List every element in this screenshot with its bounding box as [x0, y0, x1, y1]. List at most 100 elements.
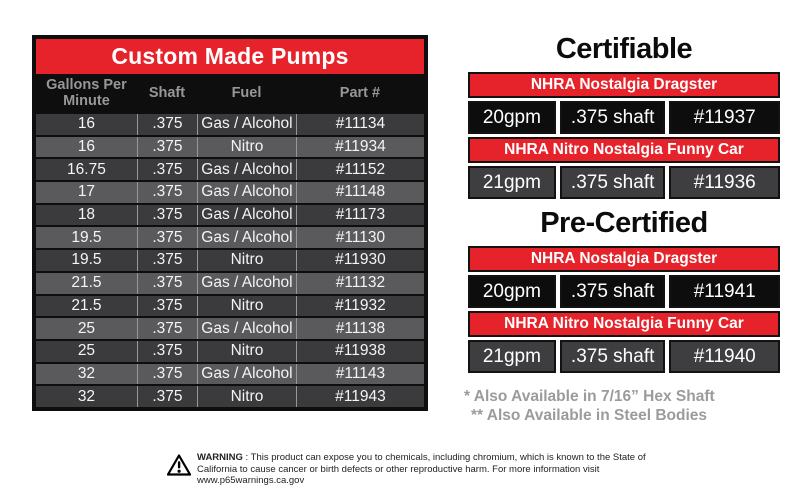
spec-cell-gpm: 20gpm — [468, 275, 556, 308]
spec-cell-part: #11936 — [669, 166, 780, 199]
table-row: 19.5 .375 Gas / Alcohol #11130 — [36, 227, 424, 249]
certification-panel: Certifiable NHRA Nostalgia Dragster 20gpm.… — [452, 33, 796, 425]
category-bar: NHRA Nostalgia Dragster — [468, 246, 780, 272]
table-row: 32 .375 Gas / Alcohol #11143 — [36, 363, 424, 385]
spec-cell-part: #11937 — [669, 101, 780, 134]
spec-cell-shaft: .375 shaft — [559, 275, 666, 308]
prop65-warning: WARNING : This product can expose you to… — [167, 452, 651, 487]
spec-cell-gpm: 21gpm — [468, 340, 556, 373]
table-row: 18 .375 Gas / Alcohol #11173 — [36, 204, 424, 226]
cert-block: NHRA Nostalgia Dragster 20gpm .375 shaft #1… — [468, 246, 780, 373]
table-cell: #11934 — [295, 136, 424, 158]
table-row: 21.5 .375 Nitro #11932 — [36, 295, 424, 317]
table-cell: .375 — [136, 159, 197, 181]
spec-row: 20gpm .375 shaft #11937 — [468, 101, 780, 134]
table-cell: 32 — [77, 364, 96, 382]
cert-block: NHRA Nostalgia Dragster 20gpm .375 shaft #1… — [468, 72, 780, 199]
table-cell: .375 — [136, 114, 197, 135]
table-cell: Gas / Alcohol — [197, 318, 296, 339]
table-row: 17 .375 Gas / Alcohol #11148 — [36, 182, 424, 203]
table-cell: 16 — [77, 138, 96, 156]
warning-triangle-icon — [167, 454, 191, 476]
table-cell: .375 — [136, 295, 197, 317]
footnote: ** Also Available in Steel Bodies — [471, 407, 708, 424]
custom-pumps-table: Custom Made Pumps Gallons Per Minute Shaf… — [32, 35, 428, 411]
category-bar: NHRA Nitro Nostalgia Funny Car — [468, 311, 780, 337]
table-cell: #11143 — [295, 363, 424, 385]
table-cell: Gas / Alcohol — [197, 227, 296, 249]
table-cell: #11932 — [295, 295, 424, 317]
table-cell: #11152 — [295, 159, 424, 181]
pump-table-header-row: Gallons Per Minute Shaft Fuel Part # — [36, 74, 424, 112]
table-cell: Gas / Alcohol — [197, 114, 296, 135]
table-row: 16 .375 Gas / Alcohol #11134 — [36, 114, 424, 135]
spec-cell-gpm: 20gpm — [468, 101, 556, 134]
section-title: Pre-Certified — [540, 207, 708, 239]
spec-cell-shaft: .375 shaft — [559, 101, 666, 134]
spec-cell-gpm: 21gpm — [468, 166, 556, 199]
table-cell: Gas / Alcohol — [197, 182, 296, 203]
table-cell: #11134 — [295, 114, 424, 135]
table-cell: 32 — [77, 387, 96, 405]
table-cell: 25 — [77, 319, 96, 337]
column-header: Shaft — [148, 85, 186, 101]
table-cell: #11938 — [295, 340, 424, 362]
table-cell: #11173 — [295, 204, 424, 226]
pump-table-title: Custom Made Pumps — [36, 39, 424, 74]
table-cell: Gas / Alcohol — [197, 204, 296, 226]
table-row: 16.75 .375 Gas / Alcohol #11152 — [36, 159, 424, 181]
column-header: Part # — [339, 85, 381, 101]
table-cell: Gas / Alcohol — [197, 159, 296, 181]
table-cell: #11148 — [295, 182, 424, 203]
table-cell: Gas / Alcohol — [197, 363, 296, 385]
table-cell: .375 — [136, 272, 197, 294]
table-cell: .375 — [136, 340, 197, 362]
table-row: 21.5 .375 Gas / Alcohol #11132 — [36, 272, 424, 294]
table-cell: 16 — [77, 115, 96, 133]
table-cell: 25 — [77, 342, 96, 360]
category-bar: NHRA Nitro Nostalgia Funny Car — [468, 137, 780, 163]
table-cell: .375 — [136, 363, 197, 385]
table-cell: 16.75 — [67, 160, 106, 178]
spec-row: 21gpm .375 shaft #11940 — [468, 340, 780, 373]
table-cell: #11138 — [295, 318, 424, 339]
table-row: 25 .375 Nitro #11938 — [36, 340, 424, 362]
column-header: Gallons Per Minute — [46, 77, 127, 109]
table-cell: .375 — [136, 250, 197, 271]
table-cell: #11132 — [295, 272, 424, 294]
table-cell: .375 — [136, 386, 197, 407]
table-cell: .375 — [136, 204, 197, 226]
table-row: 25 .375 Gas / Alcohol #11138 — [36, 318, 424, 339]
column-header: Fuel — [231, 85, 262, 101]
table-cell: .375 — [136, 182, 197, 203]
table-cell: #11943 — [295, 386, 424, 407]
footnote: * Also Available in 7/16” Hex Shaft — [464, 388, 715, 405]
table-cell: .375 — [136, 318, 197, 339]
warning-label: WARNING — [197, 452, 243, 463]
table-cell: 19.5 — [71, 251, 102, 269]
table-cell: Nitro — [197, 340, 296, 362]
table-cell: #11130 — [295, 227, 424, 249]
table-cell: #11930 — [295, 250, 424, 271]
spec-cell-part: #11941 — [669, 275, 780, 308]
warning-text: WARNING : This product can expose you to… — [197, 452, 646, 486]
table-cell: Nitro — [197, 250, 296, 271]
table-cell: 18 — [77, 206, 96, 224]
table-row: 32 .375 Nitro #11943 — [36, 386, 424, 407]
pump-table-body: 16.375 Gas / Alcohol #11134 16.375 Nitro #119… — [36, 114, 424, 407]
spec-row: 20gpm .375 shaft #11941 — [468, 275, 780, 308]
table-row: 16 .375 Nitro #11934 — [36, 136, 424, 158]
spec-cell-shaft: .375 shaft — [559, 340, 666, 373]
spec-cell-part: #11940 — [669, 340, 780, 373]
table-cell: 19.5 — [71, 228, 102, 246]
table-cell: .375 — [136, 227, 197, 249]
section-title: Certifiable — [555, 33, 693, 65]
table-cell: Gas / Alcohol — [197, 272, 296, 294]
table-cell: 17 — [77, 183, 96, 201]
table-cell: Nitro — [197, 295, 296, 317]
category-bar: NHRA Nostalgia Dragster — [468, 72, 780, 98]
table-cell: 21.5 — [71, 274, 102, 292]
spec-cell-shaft: .375 shaft — [559, 166, 666, 199]
table-cell: Nitro — [197, 136, 296, 158]
spec-row: 21gpm .375 shaft #11936 — [468, 166, 780, 199]
